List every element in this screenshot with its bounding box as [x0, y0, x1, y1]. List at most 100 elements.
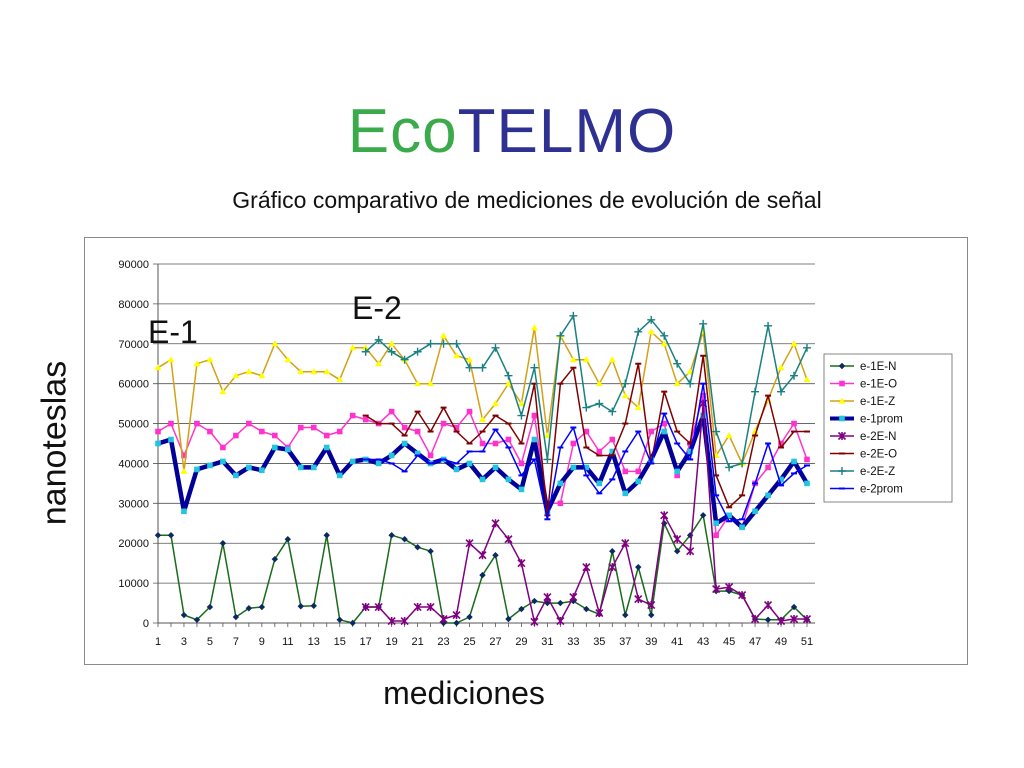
data-point [504, 535, 513, 544]
legend-box [823, 353, 953, 503]
data-point [556, 616, 565, 626]
data-point [297, 464, 304, 471]
y-tick-label: 30000 [118, 498, 149, 510]
data-point [491, 400, 499, 407]
y-tick-label: 50000 [118, 419, 149, 431]
data-point [838, 397, 846, 404]
data-point [789, 614, 799, 624]
data-point [491, 519, 500, 528]
y-tick-label: 80000 [118, 299, 149, 311]
data-point [686, 547, 695, 556]
x-tick-label: 31 [541, 636, 553, 648]
legend-label: e-1prom [860, 414, 903, 426]
data-point [518, 486, 525, 493]
data-point [361, 602, 370, 612]
data-point [596, 448, 603, 455]
data-point [401, 536, 408, 543]
data-point [323, 432, 330, 439]
data-point [466, 408, 473, 415]
data-point [479, 571, 486, 579]
data-point [647, 315, 656, 324]
series-e-2prom [362, 382, 810, 523]
legend-label: e-2E-O [860, 449, 897, 461]
data-point [439, 339, 448, 348]
data-point [387, 616, 396, 626]
data-point [674, 468, 680, 475]
data-point [739, 524, 745, 531]
data-point [543, 593, 552, 602]
data-point [725, 463, 734, 472]
data-point [635, 468, 642, 475]
data-point [530, 324, 538, 331]
data-point [478, 363, 487, 372]
data-point [608, 563, 617, 572]
data-point [401, 440, 408, 447]
data-point [673, 380, 681, 387]
x-tick-label: 51 [801, 636, 813, 648]
data-point [738, 459, 747, 468]
chart-frame: 0 10000 20000 30000 40000 50000 60000 70000 8000… [84, 237, 968, 665]
data-point [517, 400, 525, 407]
data-point [569, 356, 577, 363]
data-point [621, 539, 630, 548]
data-point [557, 500, 564, 507]
data-point [582, 403, 591, 412]
x-tick-label: 19 [386, 636, 398, 648]
data-point [220, 444, 226, 451]
x-tick-label: 35 [593, 636, 605, 648]
legend-label: e-1E-N [860, 361, 896, 373]
data-point [336, 428, 343, 435]
data-point [427, 380, 435, 387]
data-point [530, 617, 539, 626]
data-point [167, 356, 175, 363]
data-point [569, 593, 578, 602]
data-point [258, 603, 266, 611]
data-point [776, 616, 786, 626]
data-point [310, 602, 317, 610]
data-point [310, 368, 318, 375]
x-tick-label: 33 [567, 636, 579, 648]
data-point [453, 352, 461, 359]
x-tick-label: 17 [360, 636, 372, 648]
data-point [414, 450, 421, 457]
data-point [791, 420, 797, 427]
x-tick-label: 1 [155, 636, 161, 648]
data-point [778, 440, 784, 447]
data-point [661, 428, 668, 435]
data-point [336, 376, 344, 383]
data-point [168, 436, 174, 443]
x-axis-label: mediciones [383, 675, 545, 711]
y-tick-label: 0 [143, 618, 149, 630]
x-tick-label: 7 [233, 636, 239, 648]
data-point [284, 356, 292, 363]
data-point [233, 432, 239, 439]
data-point [505, 436, 512, 443]
data-point [297, 603, 304, 610]
legend: e-1E-N e-1E-O e-1E-Z e-1prom e-2E-N e-2E-O e-2… [823, 353, 953, 503]
data-point [634, 327, 643, 336]
page-title: EcoTELMO [0, 92, 1024, 172]
x-tick-label: 47 [749, 636, 761, 648]
data-point [374, 602, 383, 612]
data-point [297, 368, 305, 375]
data-point [453, 619, 460, 627]
data-point [427, 548, 434, 555]
data-point [674, 472, 680, 479]
data-point [582, 356, 590, 363]
data-point [246, 464, 252, 471]
data-point [388, 452, 395, 459]
data-point [323, 532, 330, 539]
data-point [777, 387, 786, 396]
legend-label: e-1E-Z [860, 396, 895, 408]
data-point [310, 464, 317, 471]
data-point [790, 340, 798, 347]
data-point [479, 416, 486, 423]
x-tick-label: 15 [334, 636, 346, 648]
data-point [700, 392, 706, 399]
data-point [440, 420, 447, 427]
x-tick-label: 21 [411, 636, 423, 648]
annotation-e1: E-1 [148, 314, 198, 350]
data-point [712, 585, 721, 594]
data-point [336, 616, 343, 624]
data-point [505, 476, 512, 483]
